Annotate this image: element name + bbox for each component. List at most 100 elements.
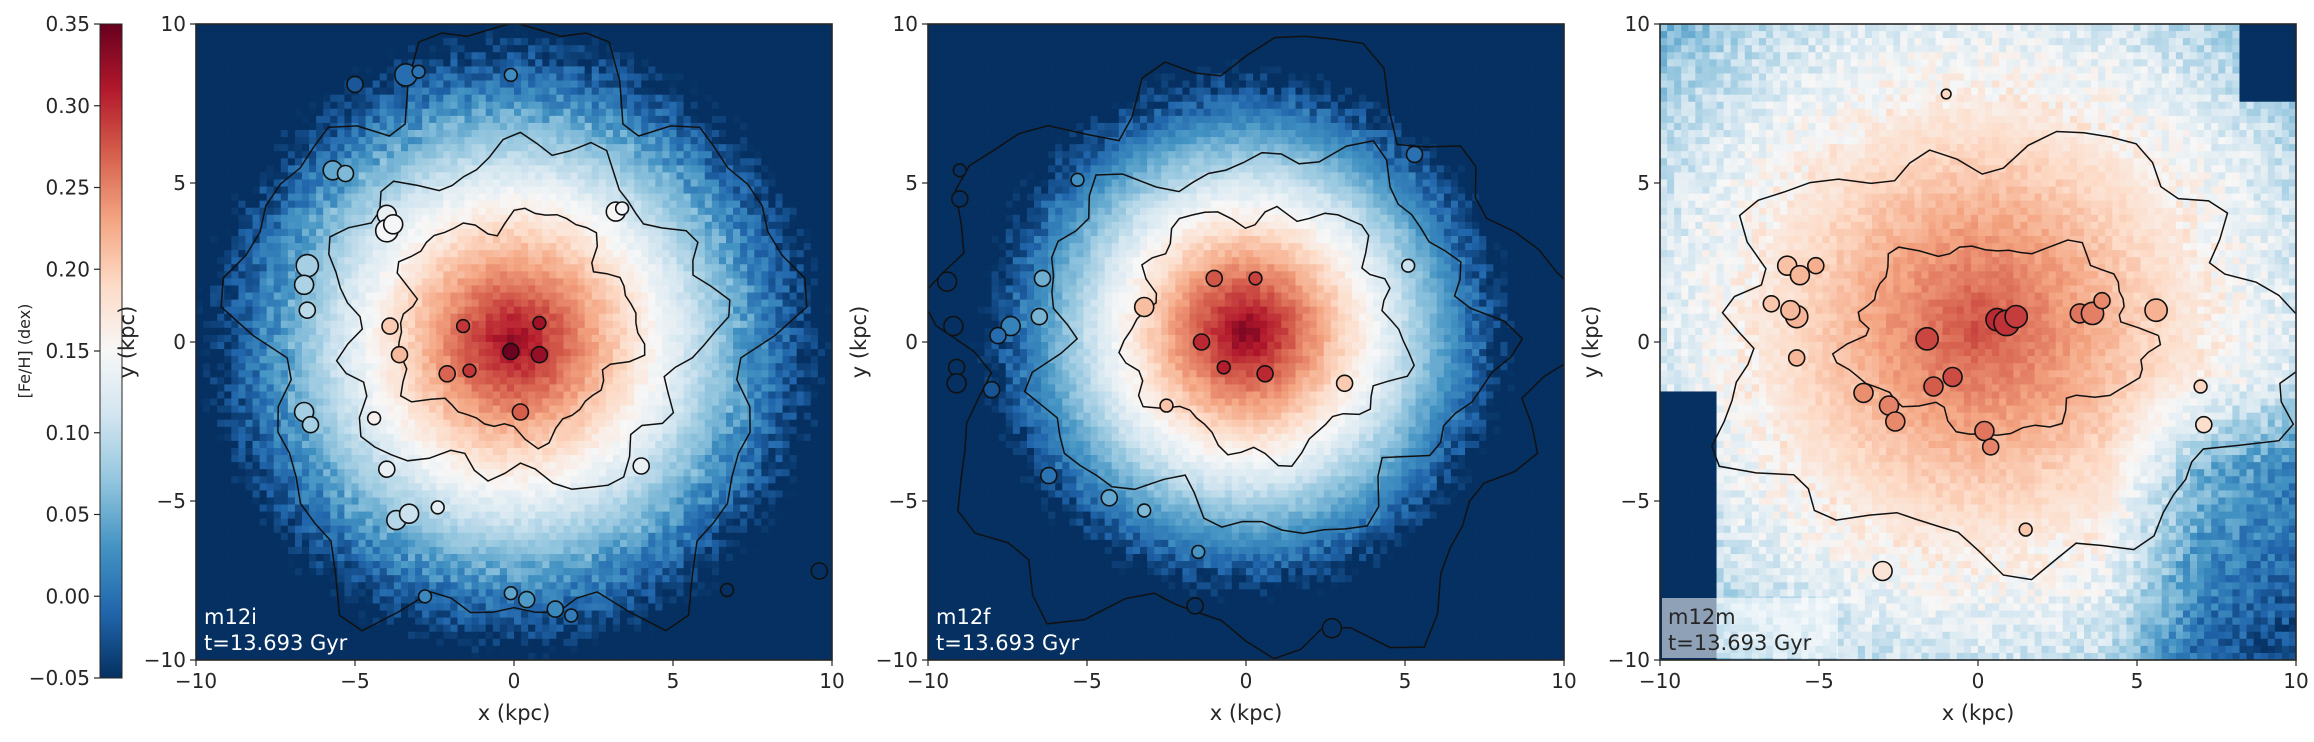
heatmap-cell bbox=[273, 285, 282, 294]
heatmap-cell bbox=[711, 179, 720, 188]
heatmap-cell bbox=[549, 271, 557, 279]
heatmap-cell bbox=[662, 151, 671, 159]
heatmap-cell bbox=[316, 108, 324, 117]
heatmap-cell bbox=[514, 122, 522, 131]
heatmap-cell bbox=[429, 73, 437, 82]
heatmap-cell bbox=[337, 108, 345, 117]
heatmap-cell bbox=[210, 31, 218, 39]
heatmap-cell bbox=[217, 250, 225, 258]
heatmap-cell bbox=[563, 66, 572, 75]
heatmap-cell bbox=[704, 391, 713, 400]
heatmap-cell bbox=[690, 405, 699, 414]
heatmap-cell bbox=[309, 151, 317, 159]
heatmap-cell bbox=[612, 158, 621, 166]
heatmap-cell bbox=[238, 221, 247, 230]
heatmap-cell bbox=[789, 384, 798, 393]
heatmap-cell bbox=[252, 108, 261, 117]
heatmap-cell bbox=[549, 94, 557, 103]
heatmap-cell bbox=[386, 257, 395, 265]
heatmap-cell bbox=[287, 66, 296, 75]
heatmap-cell bbox=[485, 384, 494, 393]
heatmap-cell bbox=[563, 221, 572, 230]
heatmap-cell bbox=[478, 250, 487, 258]
heatmap-cell bbox=[542, 151, 550, 159]
heatmap-cell bbox=[280, 278, 289, 287]
heatmap-cell bbox=[245, 207, 254, 216]
heatmap-cell bbox=[506, 122, 515, 131]
heatmap-cell bbox=[620, 130, 628, 138]
heatmap-cell bbox=[598, 186, 607, 195]
heatmap-cell bbox=[386, 45, 395, 53]
heatmap-cell bbox=[443, 391, 451, 400]
heatmap-cell bbox=[443, 271, 451, 279]
heatmap-cell bbox=[245, 377, 254, 385]
heatmap-cell bbox=[217, 356, 225, 364]
heatmap-cell bbox=[810, 144, 819, 152]
heatmap-cell bbox=[796, 370, 805, 378]
heatmap-cell bbox=[718, 285, 727, 294]
heatmap-cell bbox=[408, 264, 416, 272]
heatmap-cell bbox=[358, 179, 367, 188]
heatmap-cell bbox=[400, 31, 409, 39]
heatmap-cell bbox=[803, 370, 812, 378]
heatmap-cell bbox=[747, 250, 755, 258]
heatmap-cell bbox=[217, 179, 225, 188]
heatmap-cell bbox=[563, 356, 572, 364]
heatmap-cell bbox=[733, 236, 741, 244]
heatmap-cell bbox=[252, 207, 261, 216]
heatmap-cell bbox=[648, 342, 656, 350]
heatmap-cell bbox=[591, 137, 600, 145]
heatmap-cell bbox=[429, 271, 437, 279]
heatmap-cell bbox=[294, 299, 303, 308]
heatmap-cell bbox=[817, 228, 826, 237]
heatmap-cell bbox=[718, 377, 727, 385]
heatmap-cell bbox=[718, 144, 727, 152]
heatmap-cell bbox=[556, 405, 565, 414]
heatmap-cell bbox=[711, 165, 720, 173]
heatmap-cell bbox=[259, 207, 268, 216]
heatmap-cell bbox=[309, 158, 317, 166]
heatmap-cell bbox=[316, 349, 324, 357]
heatmap-cell bbox=[754, 158, 762, 166]
heatmap-cell bbox=[563, 38, 572, 46]
heatmap-cell bbox=[768, 66, 777, 75]
heatmap-cell bbox=[231, 186, 239, 195]
heatmap-cell bbox=[266, 66, 275, 75]
heatmap-cell bbox=[408, 257, 416, 265]
heatmap-cell bbox=[620, 228, 628, 237]
heatmap-cell bbox=[316, 243, 324, 251]
heatmap-cell bbox=[570, 264, 579, 272]
heatmap-cell bbox=[478, 228, 487, 237]
heatmap-cell bbox=[302, 356, 310, 364]
heatmap-cell bbox=[294, 179, 303, 188]
heatmap-cell bbox=[782, 306, 791, 315]
heatmap-cell bbox=[591, 158, 600, 166]
heatmap-cell bbox=[309, 80, 317, 89]
heatmap-cell bbox=[344, 250, 353, 258]
heatmap-cell bbox=[429, 59, 437, 67]
heatmap-cell bbox=[309, 31, 317, 39]
heatmap-cell bbox=[422, 38, 430, 46]
heatmap-cell bbox=[259, 334, 268, 343]
heatmap-cell bbox=[584, 214, 593, 223]
heatmap-cell bbox=[514, 313, 522, 322]
heatmap-cell bbox=[499, 243, 508, 251]
heatmap-cell bbox=[648, 334, 656, 343]
heatmap-cell bbox=[259, 306, 268, 315]
heatmap-cell bbox=[316, 52, 324, 60]
heatmap-cell bbox=[365, 313, 374, 322]
heatmap-cell bbox=[203, 236, 211, 244]
heatmap-cell bbox=[316, 66, 324, 75]
heatmap-cell bbox=[386, 144, 395, 152]
heatmap-cell bbox=[577, 250, 586, 258]
heatmap-cell bbox=[655, 158, 663, 166]
heatmap-cell bbox=[528, 292, 536, 301]
heatmap-cell bbox=[655, 228, 663, 237]
heatmap-cell bbox=[273, 363, 282, 371]
heatmap-cell bbox=[337, 179, 345, 188]
heatmap-cell bbox=[294, 31, 303, 39]
heatmap-cell bbox=[464, 250, 473, 258]
heatmap-cell bbox=[584, 299, 593, 308]
heatmap-cell bbox=[627, 186, 635, 195]
heatmap-cell bbox=[238, 108, 247, 117]
